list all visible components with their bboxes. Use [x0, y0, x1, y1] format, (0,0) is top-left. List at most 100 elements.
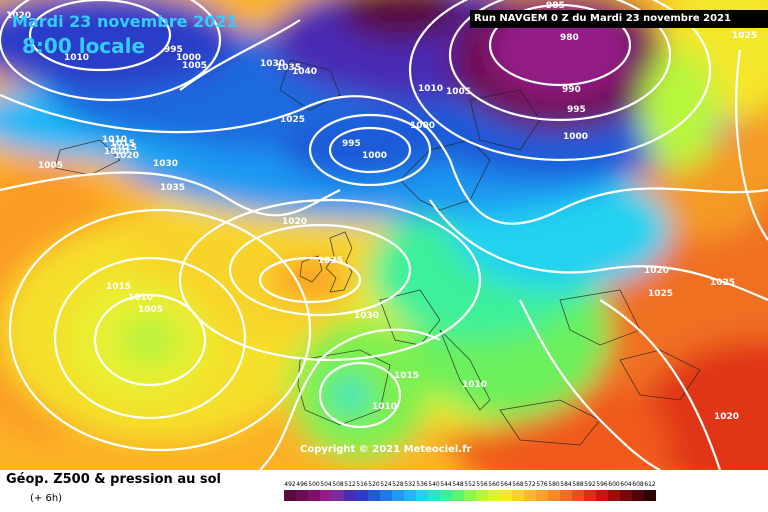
isobar-label: 1040: [292, 67, 317, 77]
legend-swatch: [440, 490, 452, 501]
isobar-label: 995: [342, 139, 361, 149]
legend-value: 576: [536, 481, 548, 488]
legend-value: 528: [392, 481, 404, 488]
coastlines: [54, 59, 701, 446]
isobar-labels: 1020 1010 995 1000 1005 1030 1035 1040 9…: [6, 1, 757, 422]
isobar-label: 1005: [138, 305, 163, 315]
legend-value: 588: [572, 481, 584, 488]
legend-swatch: [584, 490, 596, 501]
legend-value: 524: [380, 481, 392, 488]
isobar-label: 1025: [710, 278, 735, 288]
isobar-label: 1035: [160, 183, 185, 193]
isobar-label: 1005: [446, 87, 471, 97]
legend-swatch: [488, 490, 500, 501]
legend-swatch: [560, 490, 572, 501]
isobar-label: 995: [164, 45, 183, 55]
isobar-label: 1005: [182, 61, 207, 71]
legend-swatch: [548, 490, 560, 501]
legend-swatch: [464, 490, 476, 501]
legend-value: 608: [632, 481, 644, 488]
legend-value: 492: [284, 481, 296, 488]
map-title: Géop. Z500 & pression au sol: [6, 472, 221, 487]
isobar-label: 1030: [153, 159, 178, 169]
isobar-label: 985: [546, 1, 565, 11]
legend-swatch: [368, 490, 380, 501]
legend-swatch: [284, 490, 296, 501]
copyright-notice: Copyright © 2021 Meteociel.fr: [300, 444, 472, 455]
legend-value: 580: [548, 481, 560, 488]
isobar-label: 1000: [563, 132, 588, 142]
legend-value: 604: [620, 481, 632, 488]
legend-value: 596: [596, 481, 608, 488]
isobar-label: 1000: [410, 121, 435, 131]
isobar-label: 1025: [732, 31, 757, 41]
legend-swatch: [344, 490, 356, 501]
legend-swatch: [536, 490, 548, 501]
legend-value: 504: [320, 481, 332, 488]
isobar-label: 1035: [318, 256, 343, 266]
isobar-label: 1020: [644, 266, 669, 276]
legend-swatch: [308, 490, 320, 501]
legend-swatch: [608, 490, 620, 501]
isobar-label: 1030: [354, 311, 379, 321]
legend-value: 592: [584, 481, 596, 488]
isobar-label: 1010: [104, 147, 129, 157]
isobar-label: 1000: [362, 151, 387, 161]
legend-swatch: [380, 490, 392, 501]
color-legend: 492 496 500 504 508 512 516 520 524 528 532 536 540 5…: [284, 480, 656, 501]
legend-value: 540: [428, 481, 440, 488]
isobar-label: 1010: [372, 402, 397, 412]
legend-swatch: [452, 490, 464, 501]
isobar-label: 1015: [110, 139, 135, 149]
isobar-label: 1020: [6, 11, 31, 21]
legend-swatch: [620, 490, 632, 501]
isobar-label: 1025: [280, 115, 305, 125]
legend-value: 496: [296, 481, 308, 488]
legend-value: 552: [464, 481, 476, 488]
forecast-date: Mardi 23 novembre 2021: [12, 12, 238, 31]
model-run-banner: Run NAVGEM 0 Z du Mardi 23 novembre 2021: [470, 10, 768, 28]
legend-swatch: [596, 490, 608, 501]
legend-value: 500: [308, 481, 320, 488]
legend-value: 544: [440, 481, 452, 488]
legend-value: 560: [488, 481, 500, 488]
isobar-label: 1000: [176, 53, 201, 63]
legend-swatch: [476, 490, 488, 501]
legend-value: 612: [644, 481, 656, 488]
isobar-label: 1020: [114, 151, 139, 161]
legend-value: 568: [512, 481, 524, 488]
legend-swatch: [296, 490, 308, 501]
isobar-label: 1035: [276, 63, 301, 73]
isobar-label: 1025: [648, 289, 673, 299]
legend-value: 512: [344, 481, 356, 488]
forecast-time: 8:00 locale: [22, 34, 146, 58]
isobar-label: 990: [562, 85, 581, 95]
isobar-label: 995: [567, 105, 586, 115]
isobar-label: 1005: [38, 161, 63, 171]
legend-swatch: [404, 490, 416, 501]
legend-swatch: [332, 490, 344, 501]
isobar-label: 1010: [418, 84, 443, 94]
legend-value: 600: [608, 481, 620, 488]
legend-value: 564: [500, 481, 512, 488]
isobars: [0, 0, 768, 470]
isobar-label: 1010: [64, 53, 89, 63]
isobar-label: 1020: [282, 217, 307, 227]
isobar-label: 1015: [394, 371, 419, 381]
legend-swatch: [500, 490, 512, 501]
legend-swatch: [512, 490, 524, 501]
legend-value: 508: [332, 481, 344, 488]
isobar-label: 1010: [128, 293, 153, 303]
legend-value: 572: [524, 481, 536, 488]
legend-swatch: [632, 490, 644, 501]
legend-value: 536: [416, 481, 428, 488]
legend-value: 548: [452, 481, 464, 488]
weather-map: 1020 1010 995 1000 1005 1030 1035 1040 9…: [0, 0, 768, 470]
forecast-offset: (+ 6h): [30, 493, 63, 504]
isobar-label: 1010: [102, 135, 127, 145]
legend-value: 520: [368, 481, 380, 488]
legend-color-bar: [284, 490, 656, 501]
legend-value: 516: [356, 481, 368, 488]
isobar-label: 1010: [462, 380, 487, 390]
geopotential-field: [0, 0, 768, 470]
